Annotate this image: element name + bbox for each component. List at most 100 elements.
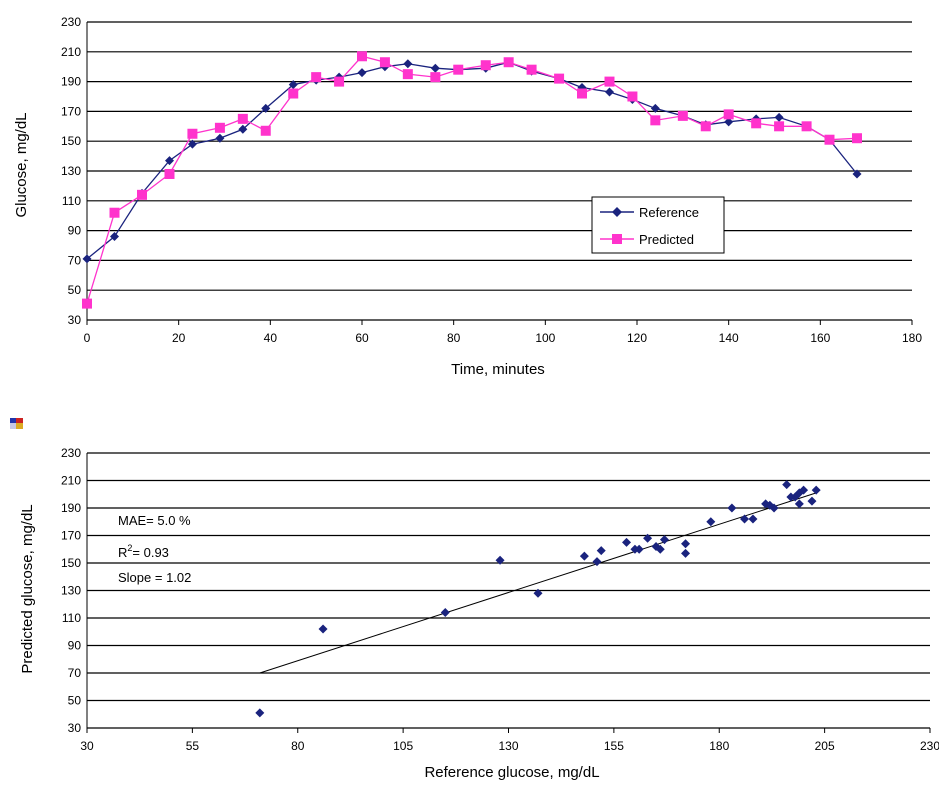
chart2-points xyxy=(255,480,821,718)
scatter-point xyxy=(579,551,589,561)
data-point-diamond xyxy=(110,232,119,242)
y-tick-label: 190 xyxy=(61,75,81,89)
data-point-square xyxy=(801,121,812,132)
data-point-square xyxy=(430,72,441,83)
embedded-object-icon xyxy=(10,418,23,429)
y-tick-label: 170 xyxy=(61,529,81,543)
data-point-square xyxy=(288,88,299,99)
y-tick-label: 150 xyxy=(61,556,81,570)
x-tick-label: 80 xyxy=(291,739,305,753)
scatter-point xyxy=(811,485,821,495)
x-tick-label: 155 xyxy=(604,739,624,753)
series-predicted xyxy=(82,51,862,309)
data-point-square xyxy=(700,121,711,132)
y-tick-label: 50 xyxy=(68,694,82,708)
y-tick-label: 30 xyxy=(68,313,82,327)
data-point-diamond xyxy=(187,139,197,149)
scatter-point xyxy=(807,496,817,506)
data-point-diamond xyxy=(852,169,862,179)
data-point-diamond xyxy=(82,254,92,264)
data-point-square xyxy=(824,134,835,145)
data-point-diamond xyxy=(650,103,660,113)
x-tick-label: 60 xyxy=(355,331,369,345)
data-point-diamond xyxy=(403,59,413,69)
scatter-point xyxy=(596,546,606,556)
slope-annotation: Slope = 1.02 xyxy=(118,570,191,585)
data-point-diamond xyxy=(605,87,614,97)
y-tick-label: 130 xyxy=(61,164,81,178)
data-point-square xyxy=(453,64,464,75)
scatter-point xyxy=(630,544,640,554)
x-tick-label: 0 xyxy=(84,331,91,345)
data-point-square xyxy=(503,57,514,68)
x-tick-label: 30 xyxy=(80,739,94,753)
x-tick-label: 80 xyxy=(447,331,461,345)
scatter-chart: 230 210 190 170 150 130 110 90 70 50 30 30 55 80 105 1… xyxy=(19,446,939,781)
data-point-diamond xyxy=(165,156,174,166)
x-tick-label: 205 xyxy=(815,739,835,753)
data-point-square xyxy=(526,64,537,75)
x-tick-label: 120 xyxy=(627,331,647,345)
data-point-diamond xyxy=(774,112,784,122)
y-tick-label: 150 xyxy=(61,134,81,148)
y-tick-label: 70 xyxy=(68,666,82,680)
scatter-point xyxy=(622,537,632,547)
data-point-square xyxy=(357,51,367,62)
scatter-point xyxy=(592,557,602,567)
x-tick-label: 140 xyxy=(719,331,739,345)
series-line xyxy=(86,55,858,304)
legend-predicted-marker xyxy=(612,234,622,244)
data-point-diamond xyxy=(724,117,734,127)
scatter-point xyxy=(786,492,796,502)
x-tick-label: 180 xyxy=(902,331,922,345)
data-point-diamond xyxy=(261,103,271,113)
x-tick-label: 180 xyxy=(709,739,729,753)
scatter-point xyxy=(748,514,758,524)
y-tick-label: 110 xyxy=(62,194,81,208)
x-tick-label: 55 xyxy=(186,739,200,753)
data-point-square xyxy=(82,298,92,309)
data-point-square xyxy=(109,207,120,218)
data-point-square xyxy=(774,121,785,132)
legend-reference-marker xyxy=(612,207,622,217)
data-point-square xyxy=(723,109,734,120)
data-point-square xyxy=(187,128,198,139)
scatter-point xyxy=(643,533,653,543)
y-tick-label: 70 xyxy=(68,253,82,267)
chart2-y-tick-labels: 230 210 190 170 150 130 110 90 70 50 30 xyxy=(61,446,81,735)
x-tick-label: 40 xyxy=(264,331,278,345)
data-point-diamond xyxy=(288,80,298,90)
r-superscript: 2 xyxy=(127,543,132,553)
chart1-y-tick-labels: 230 210 190 170 150 130 110 90 70 50 30 xyxy=(61,15,81,327)
trendline xyxy=(259,492,817,674)
chart1-gridlines xyxy=(86,21,913,325)
data-point-diamond xyxy=(238,124,248,134)
data-point-square xyxy=(627,91,638,102)
legend-reference-label: Reference xyxy=(639,205,699,220)
chart1-legend: Reference Predicted xyxy=(591,196,725,254)
x-tick-label: 100 xyxy=(535,331,555,345)
data-point-diamond xyxy=(430,63,440,73)
data-point-square xyxy=(334,76,345,87)
y-tick-label: 130 xyxy=(61,584,81,598)
scatter-point xyxy=(794,499,804,509)
data-point-square xyxy=(650,115,661,126)
y-tick-label: 30 xyxy=(68,721,82,735)
scatter-point xyxy=(727,503,737,513)
y-tick-label: 210 xyxy=(61,45,81,59)
data-point-square xyxy=(677,110,688,121)
r-squared-value: = 0.93 xyxy=(132,545,169,560)
data-point-diamond xyxy=(357,68,367,78)
data-point-square xyxy=(164,168,175,179)
time-series-chart: 230 210 190 170 150 130 110 90 70 50 30 0 20 40 60 80 1… xyxy=(13,15,922,378)
y-tick-label: 170 xyxy=(61,104,81,118)
y-tick-label: 50 xyxy=(68,283,82,297)
chart1-series xyxy=(82,51,862,309)
chart2-y-axis-title: Predicted glucose, mg/dL xyxy=(19,504,36,673)
scatter-point xyxy=(318,624,328,634)
scatter-point xyxy=(681,548,691,558)
data-point-square xyxy=(214,122,225,133)
data-point-square xyxy=(237,113,248,124)
data-point-square xyxy=(260,125,271,136)
data-point-square xyxy=(751,118,762,129)
